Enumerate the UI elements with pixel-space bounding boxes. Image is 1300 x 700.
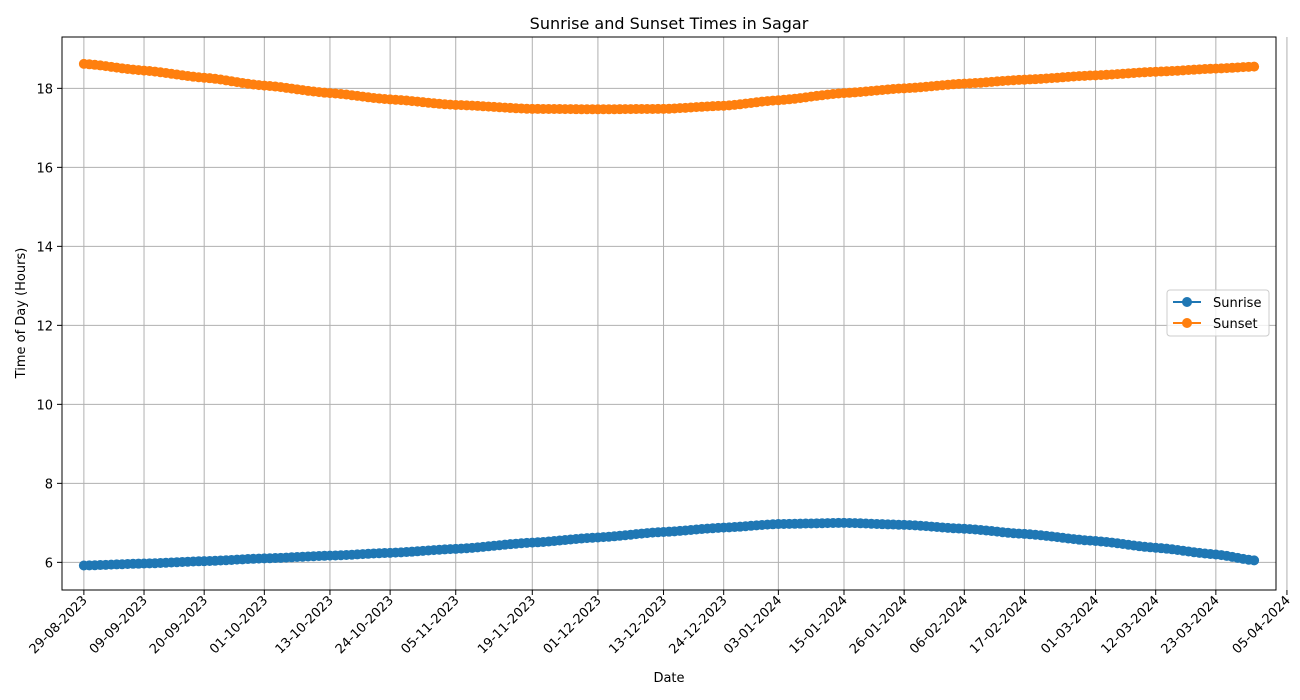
x-tick-label: 19-11-2023: [475, 593, 539, 657]
y-axis: 6 8 10 12 14 16 18: [36, 82, 62, 571]
y-tick-label: 6: [45, 556, 53, 571]
x-tick-label: 01-12-2023: [541, 593, 605, 657]
x-axis: 29-08-202309-09-202320-09-202301-10-2023…: [27, 590, 1294, 657]
data-point: [1249, 61, 1260, 72]
x-tick-label: 01-10-2023: [207, 593, 271, 657]
x-tick-label: 17-02-2024: [967, 593, 1031, 657]
data-point: [1249, 555, 1260, 566]
x-tick-label: 29-08-2023: [27, 593, 91, 657]
x-tick-label: 13-10-2023: [273, 593, 337, 657]
legend-label: Sunset: [1213, 317, 1258, 332]
x-tick-label: 12-03-2024: [1098, 593, 1162, 657]
x-tick-label: 13-12-2023: [606, 593, 670, 657]
legend: Sunrise Sunset: [1166, 289, 1270, 337]
x-tick-label: 06-02-2024: [907, 593, 971, 657]
x-tick-label: 20-09-2023: [147, 593, 211, 657]
legend-entry-sunset: Sunset: [1173, 317, 1258, 332]
x-tick-label: 01-03-2024: [1038, 593, 1102, 657]
y-tick-label: 16: [36, 161, 53, 176]
series-sunrise: [78, 517, 1260, 571]
y-tick-label: 18: [36, 82, 53, 97]
plot-frame: [61, 36, 1277, 591]
y-tick-label: 12: [36, 319, 53, 334]
y-tick-label: 8: [45, 477, 53, 492]
y-tick-label: 14: [36, 240, 53, 255]
legend-marker: [1182, 318, 1192, 328]
x-tick-label: 09-09-2023: [87, 593, 151, 657]
x-tick-label: 23-03-2024: [1159, 593, 1223, 657]
plot-series: [78, 58, 1260, 571]
legend-entry-sunrise: Sunrise: [1173, 296, 1261, 311]
x-axis-title: Date: [653, 671, 684, 686]
x-tick-label: 03-01-2024: [721, 593, 785, 657]
x-tick-label: 05-11-2023: [399, 593, 463, 657]
x-tick-label: 15-01-2024: [787, 593, 851, 657]
series-sunset: [78, 58, 1260, 115]
chart-title: Sunrise and Sunset Times in Sagar: [530, 14, 809, 33]
legend-marker: [1182, 297, 1192, 307]
legend-label: Sunrise: [1213, 296, 1261, 311]
y-axis-title: Time of Day (Hours): [14, 248, 29, 380]
x-tick-label: 05-04-2024: [1230, 593, 1294, 657]
x-tick-label: 26-01-2024: [847, 593, 911, 657]
y-tick-label: 10: [36, 398, 53, 413]
grid: [62, 37, 1288, 590]
x-tick-label: 24-10-2023: [333, 593, 397, 657]
